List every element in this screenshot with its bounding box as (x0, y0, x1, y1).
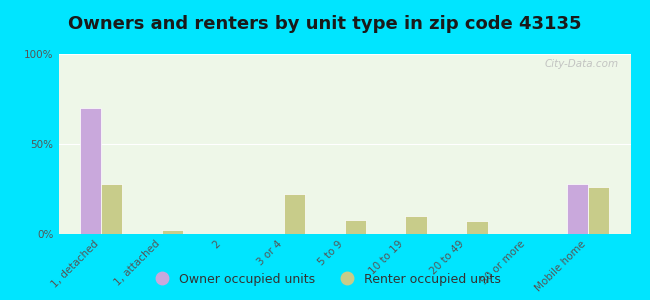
Bar (162, 230, 183, 234)
Text: City-Data.com: City-Data.com (545, 59, 619, 69)
Bar (588, 187, 609, 234)
Bar (567, 184, 588, 234)
Text: Owners and renters by unit type in zip code 43135: Owners and renters by unit type in zip c… (68, 15, 582, 33)
Bar (283, 194, 305, 234)
Bar (466, 221, 488, 234)
Bar (101, 184, 122, 234)
Bar (344, 220, 366, 234)
Bar (80, 108, 101, 234)
Legend: Owner occupied units, Renter occupied units: Owner occupied units, Renter occupied un… (144, 268, 506, 291)
Bar (406, 216, 426, 234)
